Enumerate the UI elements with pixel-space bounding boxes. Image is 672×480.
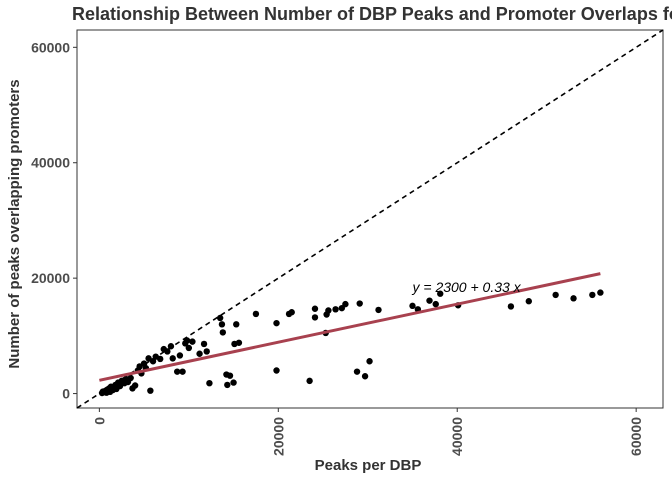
data-point [570,295,577,302]
data-point [361,373,369,380]
y-tick-label: 0 [62,386,70,402]
data-point [174,368,181,375]
data-point [311,305,319,312]
chart-title: Relationship Between Number of DBP Peaks… [72,4,672,24]
y-tick-label: 60000 [31,39,70,55]
data-point [206,379,213,387]
data-point [167,343,175,350]
data-point [183,337,191,344]
y-tick-label: 20000 [31,270,70,286]
data-point [366,358,373,365]
data-point [342,300,349,308]
data-point [169,355,176,362]
data-point [147,387,154,394]
data-point [164,348,171,355]
data-point [203,348,210,355]
data-point [157,355,164,363]
data-point [127,374,134,382]
data-point [176,352,184,359]
data-point [224,381,231,389]
y-axis-label: Number of peaks overlapping promoters [6,79,23,368]
plot-area [76,29,664,409]
points-layer [98,289,604,397]
data-point [437,290,444,297]
data-point [432,300,439,308]
data-point [426,297,433,304]
data-point [233,321,240,328]
data-point [200,340,208,348]
panel-border [76,29,664,409]
data-point [375,306,382,314]
data-point [325,307,332,314]
data-point [216,314,224,322]
data-point [356,300,363,307]
data-point [332,306,339,313]
data-point [589,291,596,299]
data-point [218,321,226,328]
data-point [311,314,319,321]
data-point [189,338,196,345]
data-point [552,291,559,299]
data-point [525,298,533,305]
data-point [353,368,361,375]
regression-equation: y = 2300 + 0.33 x [411,279,521,295]
y-axis: 0 20000 40000 60000 [31,39,77,402]
regression-fit-line [99,272,601,382]
data-point [288,309,295,316]
data-point [273,367,280,374]
data-point [230,379,237,386]
data-point [219,329,227,336]
data-point [306,377,313,385]
data-point [235,339,243,346]
data-point [179,368,186,375]
x-tick-label: 0 [91,417,107,425]
y-tick-label: 40000 [31,155,70,171]
x-tick-label: 40000 [449,417,465,456]
data-point [185,344,193,352]
x-axis-label: Peaks per DBP [315,457,422,474]
x-tick-label: 60000 [628,417,644,456]
data-point [507,303,515,310]
data-point [273,319,280,327]
x-tick-label: 20000 [270,417,286,456]
x-axis: 0 20000 40000 60000 [91,408,644,456]
data-point [149,358,157,365]
data-point [131,382,139,389]
data-point [196,350,203,357]
data-point [252,310,260,318]
data-point [226,372,234,379]
data-point [409,302,416,310]
data-point [597,289,604,296]
